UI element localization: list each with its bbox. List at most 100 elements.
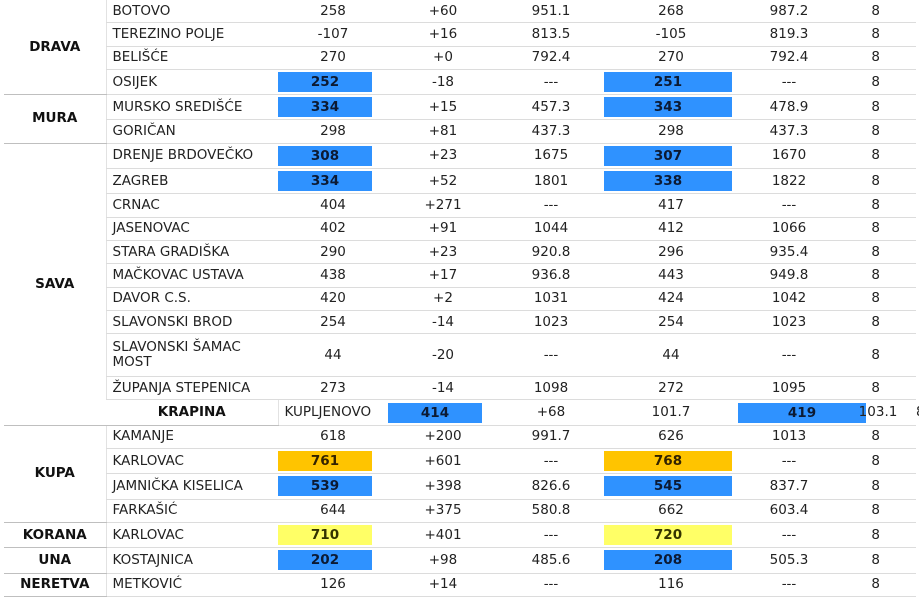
table-body: DRAVA BOTOVO 258 +60 951.1 268 987.2 8 TEREZINO … bbox=[4, 0, 919, 597]
river-name: MURA bbox=[4, 94, 106, 144]
discharge-value-2: 837.7 bbox=[738, 473, 840, 500]
change-value: +60 bbox=[388, 0, 498, 24]
discharge-value: 1023 bbox=[498, 310, 604, 335]
highlighted-value-badge: 202 bbox=[278, 550, 372, 571]
change-value: -18 bbox=[388, 69, 498, 96]
table-row: DAVOR C.S. 420 +2 1031 424 1042 8 bbox=[4, 287, 916, 311]
discharge-value-2: 819.3 bbox=[738, 22, 840, 47]
water-level-value: 252 bbox=[278, 69, 388, 96]
discharge-value: 1801 bbox=[498, 168, 604, 195]
station-name: KARLOVAC bbox=[105, 522, 278, 549]
highlighted-value-badge: 545 bbox=[604, 476, 732, 497]
water-level-value: 44 bbox=[278, 333, 388, 378]
station-name: KOSTAJNICA bbox=[105, 547, 278, 574]
water-levels-table: DRAVA BOTOVO 258 +60 951.1 268 987.2 8 TEREZINO … bbox=[4, 0, 919, 597]
water-level-value: 402 bbox=[278, 217, 388, 241]
station-name: DAVOR C.S. bbox=[105, 287, 278, 311]
station-name: KARLOVAC bbox=[105, 448, 278, 475]
water-level-value: 258 bbox=[278, 0, 388, 24]
change-value: +0 bbox=[388, 46, 498, 70]
highlighted-value-badge: 720 bbox=[604, 525, 732, 546]
highlighted-value-badge: 334 bbox=[278, 97, 372, 118]
station-name: FARKAŠIĆ bbox=[105, 499, 278, 523]
discharge-value-2: 603.4 bbox=[738, 499, 840, 523]
hour-value: 8 bbox=[840, 310, 916, 335]
change-value: +375 bbox=[388, 499, 498, 523]
water-level-value: 618 bbox=[278, 425, 388, 450]
station-name: MAČKOVAC USTAVA bbox=[105, 263, 278, 288]
water-level-value-2: 419 bbox=[738, 399, 866, 426]
highlighted-value-badge: 308 bbox=[278, 145, 372, 166]
water-level-value: 273 bbox=[278, 376, 388, 401]
hour-value: 8 bbox=[840, 119, 916, 144]
table-row: SLAVONSKI BROD 254 -14 1023 254 1023 8 bbox=[4, 310, 916, 335]
table-row: OSIJEK 252 -18 --- 251 --- 8 bbox=[4, 69, 916, 96]
highlighted-value-badge: 414 bbox=[388, 402, 482, 423]
table-row: CRNAC 404 +271 --- 417 --- 8 bbox=[4, 193, 916, 218]
hour-value: 8 bbox=[840, 448, 916, 475]
table-row: MAČKOVAC USTAVA 438 +17 936.8 443 949.8 8 bbox=[4, 263, 916, 288]
water-level-value-2: 545 bbox=[604, 473, 738, 500]
river-name: KORANA bbox=[4, 522, 106, 549]
table-row: SLAVONSKI ŠAMAC MOST 44 -20 --- 44 --- 8 bbox=[4, 333, 916, 378]
station-name: KAMANJE bbox=[105, 425, 278, 450]
discharge-value-2: 1822 bbox=[738, 168, 840, 195]
discharge-value-2: 478.9 bbox=[738, 94, 840, 121]
change-value: +14 bbox=[388, 573, 498, 597]
hour-value: 8 bbox=[840, 473, 916, 500]
water-level-value: 539 bbox=[278, 473, 388, 500]
water-level-value-2: 338 bbox=[604, 168, 738, 195]
discharge-value: 936.8 bbox=[498, 263, 604, 288]
discharge-value: 437.3 bbox=[498, 119, 604, 144]
discharge-value-2: --- bbox=[738, 448, 840, 475]
water-level-value-2: 626 bbox=[604, 425, 738, 450]
change-value: -14 bbox=[388, 310, 498, 335]
hour-value: 8 bbox=[840, 287, 916, 311]
hour-value: 8 bbox=[840, 94, 916, 121]
water-level-value-2: 296 bbox=[604, 240, 738, 265]
water-level-value-2: 254 bbox=[604, 310, 738, 335]
highlighted-value-badge: 338 bbox=[604, 171, 732, 192]
highlighted-value-badge: 252 bbox=[278, 72, 372, 93]
discharge-value-2: 437.3 bbox=[738, 119, 840, 144]
hour-value: 8 bbox=[840, 376, 916, 401]
discharge-value-2: 1013 bbox=[738, 425, 840, 450]
river-name: KUPA bbox=[4, 425, 106, 523]
discharge-value: --- bbox=[498, 333, 604, 378]
station-name: CRNAC bbox=[105, 193, 278, 218]
water-level-value-2: 298 bbox=[604, 119, 738, 144]
discharge-value: --- bbox=[498, 448, 604, 475]
water-level-value: 202 bbox=[278, 547, 388, 574]
water-levels-table-container: DRAVA BOTOVO 258 +60 951.1 268 987.2 8 TEREZINO … bbox=[4, 0, 919, 597]
water-level-value: 710 bbox=[278, 522, 388, 549]
water-level-value-2: 720 bbox=[604, 522, 738, 549]
discharge-value-2: 1095 bbox=[738, 376, 840, 401]
discharge-value-2: 1066 bbox=[738, 217, 840, 241]
discharge-value: 826.6 bbox=[498, 473, 604, 500]
discharge-value-2: --- bbox=[738, 69, 840, 96]
river-name: NERETVA bbox=[4, 573, 106, 597]
table-row: GORIČAN 298 +81 437.3 298 437.3 8 bbox=[4, 119, 916, 144]
highlighted-value-badge: 343 bbox=[604, 97, 732, 118]
table-row: KORANA KARLOVAC 710 +401 --- 720 --- 8 bbox=[4, 522, 916, 549]
water-level-value: 438 bbox=[278, 263, 388, 288]
water-level-value-2: 443 bbox=[604, 263, 738, 288]
table-row: JASENOVAC 402 +91 1044 412 1066 8 bbox=[4, 217, 916, 241]
station-name: OSIJEK bbox=[105, 69, 278, 96]
discharge-value: 951.1 bbox=[498, 0, 604, 24]
table-row: FARKAŠIĆ 644 +375 580.8 662 603.4 8 bbox=[4, 499, 916, 523]
discharge-value: 580.8 bbox=[498, 499, 604, 523]
discharge-value-2: --- bbox=[738, 193, 840, 218]
water-level-value-2: 662 bbox=[604, 499, 738, 523]
hour-value: 8 bbox=[840, 217, 916, 241]
water-level-value: -107 bbox=[278, 22, 388, 47]
hour-value: 8 bbox=[840, 333, 916, 378]
highlighted-value-badge: 334 bbox=[278, 171, 372, 192]
discharge-value: 991.7 bbox=[498, 425, 604, 450]
hour-value: 8 bbox=[840, 263, 916, 288]
hour-value: 8 bbox=[840, 499, 916, 523]
water-level-value: 761 bbox=[278, 448, 388, 475]
hour-value: 8 bbox=[840, 240, 916, 265]
table-row: STARA GRADIŠKA 290 +23 920.8 296 935.4 8 bbox=[4, 240, 916, 265]
